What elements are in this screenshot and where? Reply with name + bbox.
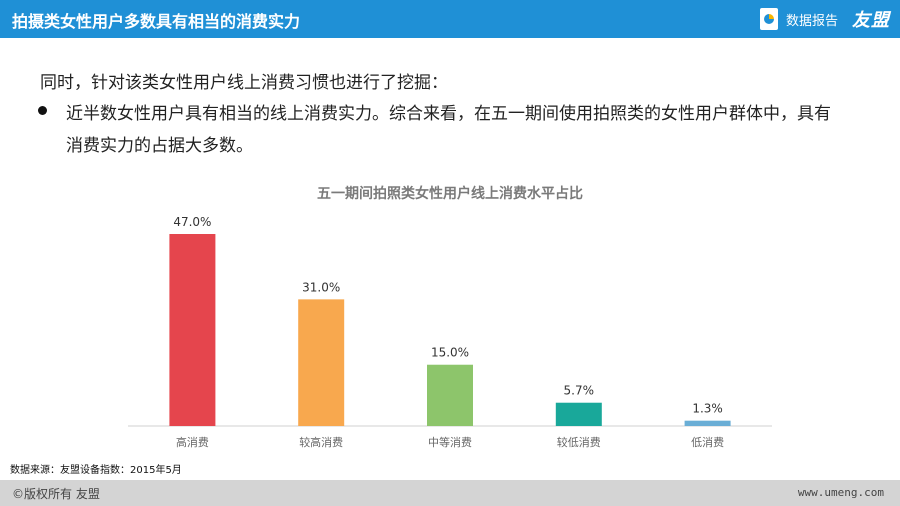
page-title: 拍摄类女性用户多数具有相当的消费实力 <box>12 12 301 31</box>
footer-bar: ©版权所有 友盟 www.umeng.com <box>0 480 900 506</box>
bar-value-label: 5.7% <box>564 384 595 398</box>
bar-value-label: 31.0% <box>302 280 340 294</box>
chart-title: 五一期间拍照类女性用户线上消费水平占比 <box>317 186 583 202</box>
bar-3 <box>555 402 602 426</box>
bullet-line-1: 近半数女性用户具有相当的线上消费实力。综合来看，在五一期间使用拍照类的女性用户群… <box>66 104 831 124</box>
site-url: www.umeng.com <box>797 486 884 499</box>
category-label: 高消费 <box>176 435 209 449</box>
header-bar: 拍摄类女性用户多数具有相当的消费实力 数据报告 友盟 <box>0 0 900 38</box>
bar-value-label: 47.0% <box>173 215 211 229</box>
bar-1 <box>298 299 345 426</box>
header-brand-area: 数据报告 友盟 <box>759 6 890 32</box>
bullet-icon <box>38 106 47 115</box>
bar-value-label: 15.0% <box>431 346 469 360</box>
bar-0 <box>169 234 216 426</box>
report-label: 数据报告 <box>785 13 838 29</box>
report-chart-icon <box>759 8 778 30</box>
category-label: 较低消费 <box>557 435 601 449</box>
copyright-text: ©版权所有 友盟 <box>12 487 100 501</box>
data-source-note: 数据来源：友盟设备指数：2015年5月 <box>10 465 182 476</box>
bar-2 <box>427 364 473 426</box>
bullet-line-2: 消费实力的占据大多数。 <box>66 136 253 156</box>
bar-4 <box>684 420 731 426</box>
category-label: 较高消费 <box>299 435 343 449</box>
bullet-text: 近半数女性用户具有相当的线上消费实力。综合来看，在五一期间使用拍照类的女性用户群… <box>66 98 866 162</box>
bar-chart: 47.0% 高消费 31.0% 较高消费 15.0% 中等消费 5.7% 较低消费 1.3% 低消… <box>128 215 772 449</box>
intro-text: 同时，针对该类女性用户线上消费习惯也进行了挖掘： <box>40 73 448 93</box>
bar-value-label: 1.3% <box>692 402 723 416</box>
category-label: 低消费 <box>691 435 724 449</box>
category-label: 中等消费 <box>428 435 472 449</box>
brand-logo: 友盟 <box>852 10 890 31</box>
